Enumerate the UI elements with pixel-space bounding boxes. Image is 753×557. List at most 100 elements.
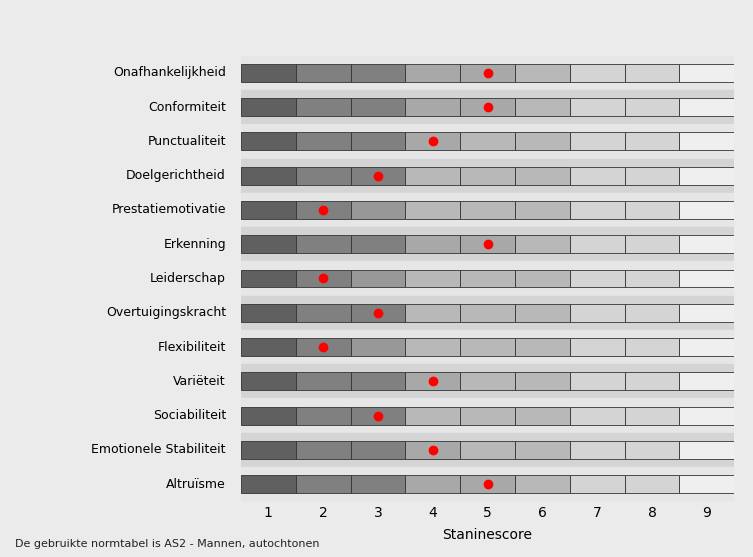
Bar (351, 133, 405, 150)
Bar (405, 235, 460, 253)
Bar (351, 64, 405, 82)
Bar (460, 133, 515, 150)
Bar (570, 338, 624, 356)
Bar (679, 235, 734, 253)
Bar (351, 167, 405, 184)
Bar (570, 304, 624, 322)
Bar (241, 407, 296, 424)
Bar (296, 167, 351, 184)
Text: Sociabiliteit: Sociabiliteit (153, 409, 226, 422)
Bar (624, 407, 679, 424)
Bar (679, 441, 734, 459)
Bar (624, 304, 679, 322)
Bar (296, 475, 351, 493)
Bar (405, 373, 460, 390)
Bar (515, 338, 570, 356)
Bar (241, 159, 734, 193)
Bar (460, 64, 515, 82)
Bar (570, 167, 624, 184)
Bar (515, 133, 570, 150)
Bar (570, 270, 624, 287)
Bar (624, 133, 679, 150)
Text: Flexibiliteit: Flexibiliteit (157, 340, 226, 354)
Bar (624, 441, 679, 459)
Bar (679, 98, 734, 116)
Bar (296, 441, 351, 459)
Bar (679, 373, 734, 390)
Bar (241, 304, 296, 322)
Bar (241, 235, 296, 253)
Bar (241, 201, 296, 219)
Bar (624, 338, 679, 356)
Bar (460, 338, 515, 356)
Bar (515, 407, 570, 424)
Text: Overtuigingskracht: Overtuigingskracht (105, 306, 226, 319)
Bar (241, 227, 734, 261)
Bar (241, 373, 296, 390)
Bar (515, 64, 570, 82)
Bar (570, 64, 624, 82)
Bar (351, 441, 405, 459)
Bar (241, 167, 296, 184)
Text: Prestatiemotivatie: Prestatiemotivatie (111, 203, 226, 217)
Bar (515, 304, 570, 322)
Text: Variëteit: Variëteit (173, 375, 226, 388)
Text: Conformiteit: Conformiteit (148, 101, 226, 114)
Bar (241, 56, 734, 90)
Bar (241, 338, 296, 356)
Bar (515, 270, 570, 287)
Bar (460, 270, 515, 287)
Bar (460, 304, 515, 322)
Bar (241, 261, 734, 296)
Bar (405, 407, 460, 424)
Bar (241, 330, 734, 364)
Bar (679, 338, 734, 356)
Text: Onafhankelijkheid: Onafhankelijkheid (113, 66, 226, 79)
Bar (405, 133, 460, 150)
Bar (241, 296, 734, 330)
Text: De gebruikte normtabel is AS2 - Mannen, autochtonen: De gebruikte normtabel is AS2 - Mannen, … (15, 539, 319, 549)
Bar (405, 167, 460, 184)
Bar (679, 270, 734, 287)
Bar (460, 407, 515, 424)
Bar (624, 270, 679, 287)
Bar (570, 98, 624, 116)
Bar (679, 304, 734, 322)
Bar (241, 467, 734, 501)
Bar (679, 407, 734, 424)
Bar (679, 201, 734, 219)
Bar (515, 475, 570, 493)
Bar (351, 98, 405, 116)
Bar (679, 133, 734, 150)
Bar (405, 338, 460, 356)
Bar (296, 407, 351, 424)
Bar (624, 64, 679, 82)
Bar (515, 98, 570, 116)
Bar (241, 433, 734, 467)
Text: Punctualiteit: Punctualiteit (148, 135, 226, 148)
Bar (624, 475, 679, 493)
Bar (515, 235, 570, 253)
Bar (624, 373, 679, 390)
Bar (679, 64, 734, 82)
Text: Erkenning: Erkenning (163, 238, 226, 251)
Bar (460, 441, 515, 459)
Bar (351, 475, 405, 493)
Bar (460, 475, 515, 493)
Bar (624, 201, 679, 219)
Bar (351, 201, 405, 219)
Bar (296, 64, 351, 82)
Bar (296, 98, 351, 116)
Bar (460, 235, 515, 253)
Bar (296, 304, 351, 322)
Bar (351, 407, 405, 424)
Bar (405, 64, 460, 82)
Bar (624, 167, 679, 184)
Bar (241, 441, 296, 459)
Bar (351, 373, 405, 390)
Bar (624, 98, 679, 116)
Bar (241, 270, 296, 287)
Text: Doelgerichtheid: Doelgerichtheid (127, 169, 226, 182)
Bar (241, 64, 296, 82)
Bar (570, 475, 624, 493)
